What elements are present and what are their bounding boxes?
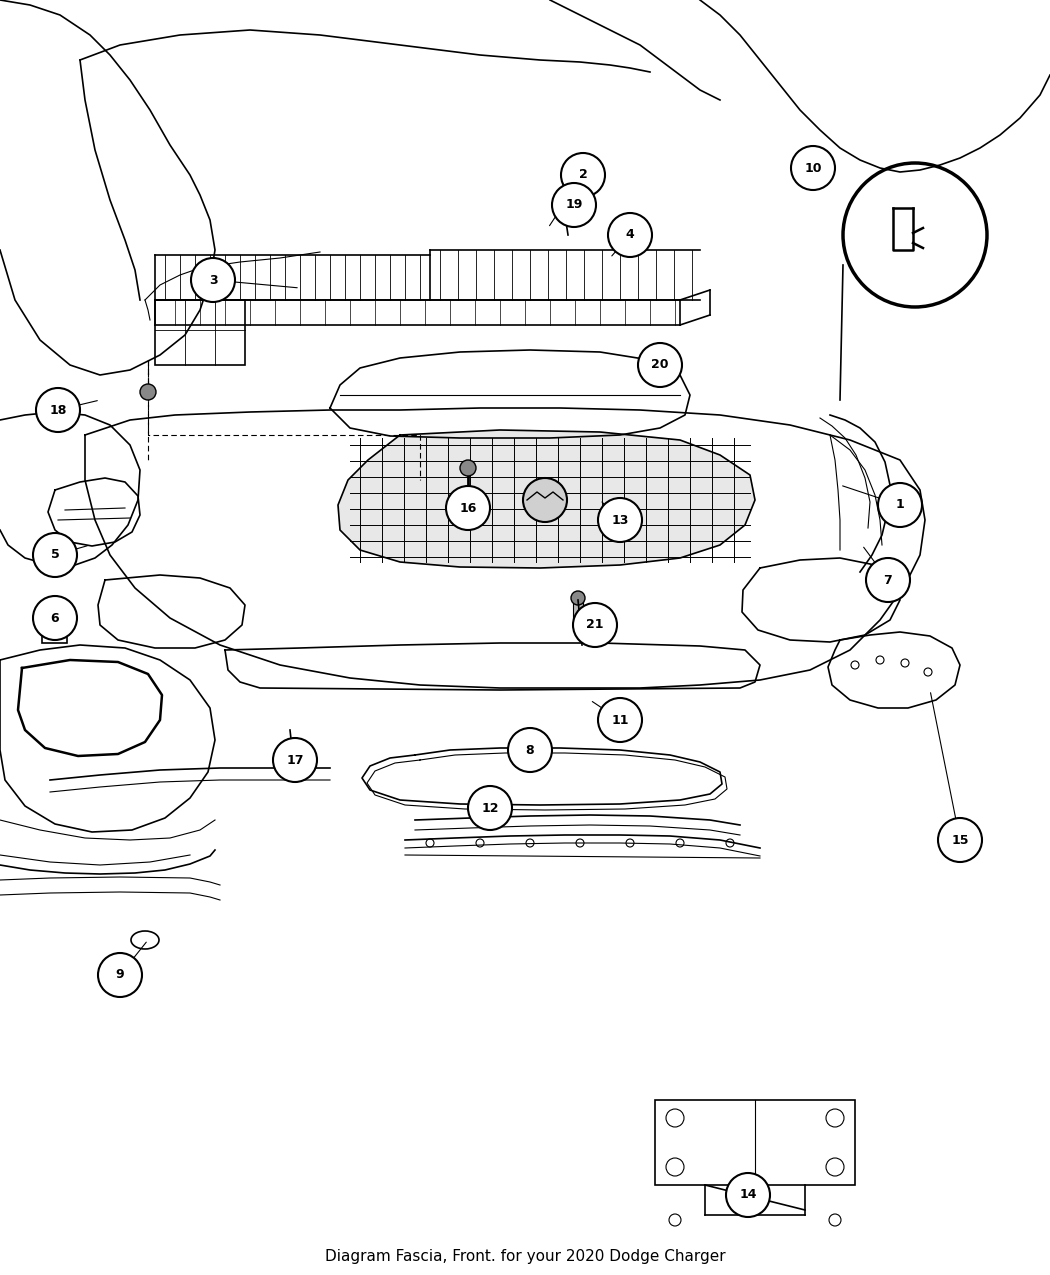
Text: 14: 14	[739, 1188, 757, 1201]
Text: 16: 16	[459, 501, 477, 515]
Circle shape	[273, 738, 317, 782]
Bar	[155, 300, 245, 365]
Circle shape	[726, 1173, 770, 1218]
Circle shape	[598, 697, 642, 742]
Circle shape	[523, 478, 567, 521]
Text: 7: 7	[884, 574, 892, 586]
Circle shape	[36, 388, 80, 432]
Text: 21: 21	[586, 618, 604, 631]
Text: 2: 2	[579, 168, 587, 181]
Circle shape	[938, 819, 982, 862]
Circle shape	[573, 603, 617, 646]
Text: 3: 3	[209, 274, 217, 287]
Circle shape	[608, 213, 652, 258]
Text: 10: 10	[804, 162, 822, 175]
Bar	[655, 1100, 855, 1184]
Polygon shape	[338, 430, 755, 567]
Circle shape	[446, 486, 490, 530]
Text: 6: 6	[50, 612, 59, 625]
Circle shape	[284, 740, 297, 754]
Text: Diagram Fascia, Front. for your 2020 Dodge Charger: Diagram Fascia, Front. for your 2020 Dod…	[324, 1250, 726, 1265]
Circle shape	[460, 460, 476, 476]
Circle shape	[33, 595, 77, 640]
Bar	[285, 748, 295, 766]
Circle shape	[508, 728, 552, 771]
Circle shape	[140, 384, 156, 400]
Text: 17: 17	[287, 754, 303, 766]
Text: 19: 19	[565, 199, 583, 212]
Text: 20: 20	[651, 358, 669, 371]
Circle shape	[643, 351, 657, 365]
Circle shape	[638, 343, 682, 388]
Circle shape	[98, 952, 142, 997]
Text: 9: 9	[116, 969, 124, 982]
Circle shape	[191, 258, 235, 302]
Bar	[573, 601, 583, 620]
Text: 1: 1	[896, 499, 904, 511]
Text: 12: 12	[481, 802, 499, 815]
Circle shape	[468, 785, 512, 830]
Text: 8: 8	[526, 743, 534, 756]
Circle shape	[552, 184, 596, 227]
Circle shape	[791, 147, 835, 190]
Circle shape	[598, 499, 642, 542]
Circle shape	[560, 207, 572, 219]
Text: 5: 5	[50, 548, 60, 561]
Bar	[42, 608, 67, 643]
Text: 15: 15	[951, 834, 969, 847]
Text: 18: 18	[49, 403, 67, 417]
Text: 13: 13	[611, 514, 629, 527]
Circle shape	[866, 558, 910, 602]
Circle shape	[561, 153, 605, 198]
Circle shape	[33, 533, 77, 578]
Text: 4: 4	[626, 228, 634, 241]
Text: 11: 11	[611, 714, 629, 727]
Circle shape	[571, 592, 585, 606]
Circle shape	[878, 483, 922, 527]
